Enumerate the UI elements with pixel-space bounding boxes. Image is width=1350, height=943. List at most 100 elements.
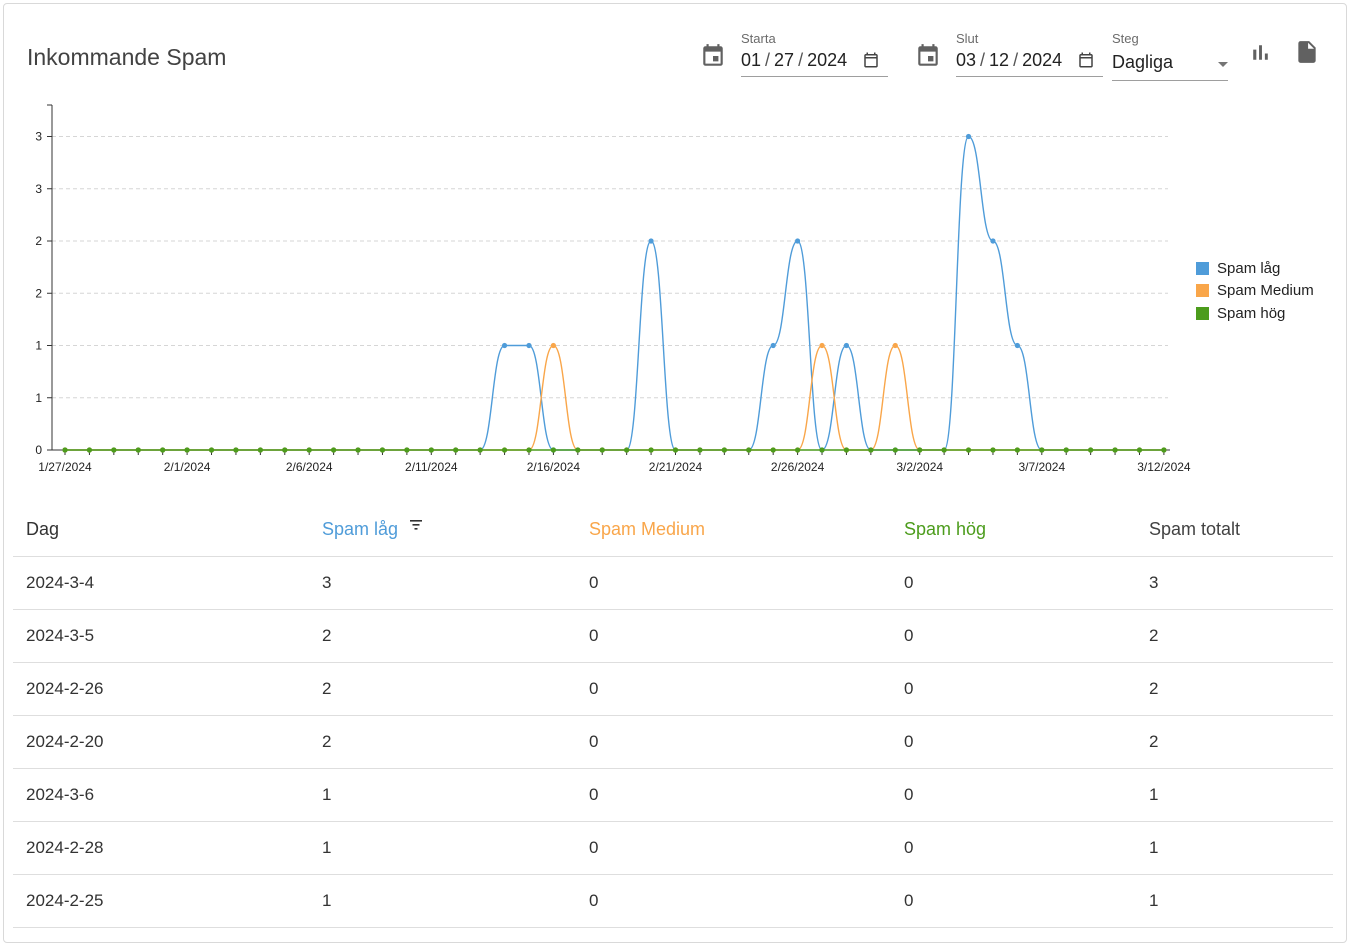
cell-high: 0 bbox=[891, 715, 1136, 769]
data-point-high bbox=[746, 447, 752, 453]
start-year[interactable]: 2024 bbox=[807, 50, 848, 70]
y-tick-label: 2 bbox=[35, 234, 42, 248]
end-month[interactable]: 03 bbox=[956, 50, 977, 70]
data-point-high bbox=[1063, 447, 1069, 453]
data-point-medium bbox=[819, 342, 825, 349]
bar-chart-icon[interactable] bbox=[1248, 40, 1273, 65]
cell-total: 2 bbox=[1136, 609, 1333, 663]
date-separator: / bbox=[980, 50, 986, 70]
cell-total: 1 bbox=[1136, 768, 1333, 822]
y-tick-label: 0 bbox=[35, 443, 42, 457]
data-point-high bbox=[819, 447, 825, 453]
data-point-high bbox=[477, 447, 483, 453]
data-point-high bbox=[428, 447, 434, 453]
data-point-medium bbox=[550, 342, 557, 349]
data-point-high bbox=[306, 447, 312, 453]
start-month[interactable]: 01 bbox=[741, 50, 762, 70]
cell-day: 2024-2-25 bbox=[13, 874, 309, 928]
data-point-low bbox=[1014, 342, 1020, 349]
data-point-low bbox=[526, 342, 532, 349]
chart-grid bbox=[52, 136, 1168, 399]
table-header-row: Dag Spam låg Spam Medium Spam hög Spam t… bbox=[13, 503, 1333, 557]
cell-low: 2 bbox=[309, 715, 576, 769]
data-point-high bbox=[965, 447, 972, 453]
column-header-high[interactable]: Spam hög bbox=[891, 503, 1136, 557]
start-date-label: Starta bbox=[741, 31, 776, 46]
cell-high: 0 bbox=[891, 662, 1136, 716]
legend-label-high: Spam hög bbox=[1217, 304, 1286, 322]
data-point-high bbox=[599, 447, 605, 453]
start-date-value[interactable]: 01/27/2024 bbox=[741, 50, 847, 74]
end-date-value[interactable]: 03/12/2024 bbox=[956, 50, 1062, 74]
y-tick-label: 1 bbox=[35, 391, 42, 405]
cell-medium: 0 bbox=[576, 768, 891, 822]
data-point-high bbox=[135, 447, 141, 453]
cell-medium: 0 bbox=[576, 715, 891, 769]
cell-high: 0 bbox=[891, 556, 1136, 610]
end-date-calendar-icon[interactable] bbox=[915, 42, 941, 70]
data-point-high bbox=[501, 447, 508, 453]
end-day[interactable]: 12 bbox=[989, 50, 1010, 70]
spam-line-chart: 0 1 1 2 2 3 3 1/27/2024 2/1/2024 2/6/2024 2/11/20… bbox=[35, 104, 1191, 474]
date-separator: / bbox=[798, 50, 804, 70]
x-tick-label: 3/12/2024 bbox=[1137, 460, 1191, 474]
x-tick-label: 2/21/2024 bbox=[649, 460, 703, 474]
column-header-low[interactable]: Spam låg bbox=[309, 503, 576, 557]
y-tick-label: 1 bbox=[35, 339, 42, 353]
data-point-high bbox=[1088, 447, 1094, 453]
cell-low: 2 bbox=[309, 662, 576, 716]
data-point-high bbox=[697, 447, 703, 453]
document-icon[interactable] bbox=[1294, 38, 1320, 66]
cell-total: 3 bbox=[1136, 556, 1333, 610]
data-point-high bbox=[404, 447, 410, 453]
column-header-day[interactable]: Dag bbox=[13, 503, 309, 557]
filter-sort-icon[interactable] bbox=[409, 519, 423, 531]
cell-low: 1 bbox=[309, 821, 576, 875]
table-row: 2024-2-25 1 0 0 1 bbox=[13, 874, 1333, 928]
cell-day: 2024-3-5 bbox=[13, 609, 309, 663]
column-header-medium[interactable]: Spam Medium bbox=[576, 503, 891, 557]
start-date-underline bbox=[741, 76, 888, 77]
table-row: 2024-3-4 3 0 0 3 bbox=[13, 556, 1333, 610]
data-point-high bbox=[1136, 447, 1143, 453]
y-axis-ticks: 0 1 1 2 2 3 3 bbox=[35, 130, 52, 457]
x-tick-label: 2/11/2024 bbox=[405, 460, 458, 474]
step-value[interactable]: Dagliga bbox=[1112, 52, 1174, 72]
start-date-picker-icon[interactable] bbox=[862, 51, 880, 69]
date-separator: / bbox=[765, 50, 771, 70]
x-tick-label: 2/16/2024 bbox=[527, 460, 581, 474]
data-point-low bbox=[965, 133, 972, 140]
cell-low: 3 bbox=[309, 556, 576, 610]
data-point-high bbox=[526, 447, 532, 453]
data-point-high bbox=[1161, 447, 1167, 453]
data-point-high bbox=[575, 447, 581, 453]
legend-item-medium[interactable]: Spam Medium bbox=[1196, 280, 1314, 303]
cell-day: 2024-2-28 bbox=[13, 821, 309, 875]
table-row: 2024-3-6 1 0 0 1 bbox=[13, 768, 1333, 822]
cell-medium: 0 bbox=[576, 662, 891, 716]
legend-item-high[interactable]: Spam hög bbox=[1196, 302, 1314, 325]
start-day[interactable]: 27 bbox=[774, 50, 795, 70]
start-date-calendar-icon[interactable] bbox=[700, 42, 726, 70]
data-point-high bbox=[1014, 447, 1020, 453]
end-year[interactable]: 2024 bbox=[1022, 50, 1063, 70]
cell-high: 0 bbox=[891, 609, 1136, 663]
data-point-high bbox=[917, 447, 923, 453]
chevron-down-icon[interactable] bbox=[1216, 61, 1230, 69]
step-underline bbox=[1112, 80, 1228, 81]
cell-total: 1 bbox=[1136, 821, 1333, 875]
end-date-picker-icon[interactable] bbox=[1077, 51, 1095, 69]
cell-day: 2024-2-26 bbox=[13, 662, 309, 716]
page-title: Inkommande Spam bbox=[27, 44, 227, 70]
column-header-total[interactable]: Spam totalt bbox=[1136, 503, 1333, 557]
data-point-high bbox=[208, 447, 215, 453]
data-point-medium bbox=[892, 342, 898, 349]
data-point-high bbox=[160, 447, 166, 453]
data-point-high bbox=[843, 447, 850, 453]
data-point-high bbox=[721, 447, 727, 453]
data-point-high bbox=[233, 447, 239, 453]
legend-item-low[interactable]: Spam låg bbox=[1196, 257, 1314, 280]
cell-high: 0 bbox=[891, 874, 1136, 928]
table-row: 2024-2-26 2 0 0 2 bbox=[13, 662, 1333, 716]
cell-low: 1 bbox=[309, 768, 576, 822]
